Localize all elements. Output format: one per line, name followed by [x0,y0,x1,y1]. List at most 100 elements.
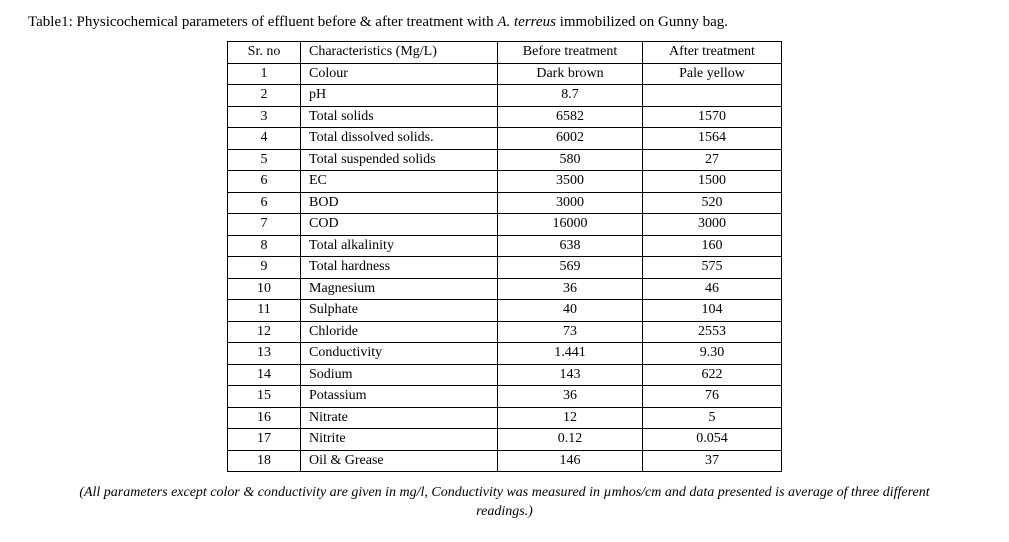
cell-characteristic: EC [301,171,498,193]
cell-after: 5 [643,407,782,429]
table-caption: Table1: Physicochemical parameters of ef… [28,14,981,31]
table-row: 6EC35001500 [228,171,782,193]
cell-before: 1.441 [498,343,643,365]
cell-characteristic: Total suspended solids [301,149,498,171]
table-row: 8Total alkalinity638160 [228,235,782,257]
caption-suffix: immobilized on Gunny bag. [556,14,728,30]
cell-before: 6002 [498,128,643,150]
cell-srno: 15 [228,386,301,408]
cell-before: 580 [498,149,643,171]
cell-before: 40 [498,300,643,322]
cell-before: 36 [498,278,643,300]
cell-after: 3000 [643,214,782,236]
cell-before: 16000 [498,214,643,236]
cell-srno: 11 [228,300,301,322]
cell-characteristic: Potassium [301,386,498,408]
cell-before: 569 [498,257,643,279]
cell-srno: 8 [228,235,301,257]
table-row: 9Total hardness569575 [228,257,782,279]
cell-characteristic: Nitrite [301,429,498,451]
cell-srno: 6 [228,192,301,214]
cell-srno: 9 [228,257,301,279]
cell-characteristic: Total hardness [301,257,498,279]
table-row: 13Conductivity1.4419.30 [228,343,782,365]
table-row: 11Sulphate40104 [228,300,782,322]
cell-after: 104 [643,300,782,322]
cell-before: 73 [498,321,643,343]
table-row: 15Potassium3676 [228,386,782,408]
cell-srno: 12 [228,321,301,343]
cell-characteristic: pH [301,85,498,107]
cell-characteristic: Sodium [301,364,498,386]
table-row: 3Total solids65821570 [228,106,782,128]
cell-characteristic: BOD [301,192,498,214]
cell-characteristic: Colour [301,63,498,85]
cell-characteristic: Total alkalinity [301,235,498,257]
cell-characteristic: Oil & Grease [301,450,498,472]
cell-before: 36 [498,386,643,408]
cell-before: 146 [498,450,643,472]
table-row: 14Sodium143622 [228,364,782,386]
cell-after [643,85,782,107]
cell-before: 3000 [498,192,643,214]
cell-characteristic: COD [301,214,498,236]
cell-srno: 4 [228,128,301,150]
table-row: 10Magnesium3646 [228,278,782,300]
cell-after: 27 [643,149,782,171]
cell-after: Pale yellow [643,63,782,85]
cell-after: 76 [643,386,782,408]
table-row: 17Nitrite0.120.054 [228,429,782,451]
cell-srno: 18 [228,450,301,472]
cell-srno: 14 [228,364,301,386]
cell-after: 1500 [643,171,782,193]
cell-characteristic: Magnesium [301,278,498,300]
cell-srno: 16 [228,407,301,429]
cell-characteristic: Sulphate [301,300,498,322]
table-row: 2pH8.7 [228,85,782,107]
cell-before: 8.7 [498,85,643,107]
cell-srno: 13 [228,343,301,365]
table-header-row: Sr. no Characteristics (Mg/L) Before tre… [228,42,782,64]
table-footnote: (All parameters except color & conductiv… [50,484,959,522]
cell-before: 638 [498,235,643,257]
cell-before: 12 [498,407,643,429]
cell-after: 1570 [643,106,782,128]
cell-after: 622 [643,364,782,386]
cell-srno: 1 [228,63,301,85]
cell-srno: 5 [228,149,301,171]
cell-srno: 2 [228,85,301,107]
caption-species: A. terreus [497,14,556,30]
cell-srno: 17 [228,429,301,451]
cell-before: 3500 [498,171,643,193]
table-row: 5Total suspended solids58027 [228,149,782,171]
table-row: 7COD160003000 [228,214,782,236]
cell-before: 143 [498,364,643,386]
cell-after: 46 [643,278,782,300]
cell-characteristic: Nitrate [301,407,498,429]
table-row: 16Nitrate125 [228,407,782,429]
cell-characteristic: Chloride [301,321,498,343]
cell-characteristic: Total dissolved solids. [301,128,498,150]
cell-before: 6582 [498,106,643,128]
cell-after: 37 [643,450,782,472]
table-row: 18Oil & Grease14637 [228,450,782,472]
table-row: 12Chloride732553 [228,321,782,343]
th-srno: Sr. no [228,42,301,64]
cell-srno: 7 [228,214,301,236]
cell-after: 575 [643,257,782,279]
cell-before: Dark brown [498,63,643,85]
table-row: 6BOD3000520 [228,192,782,214]
cell-srno: 10 [228,278,301,300]
cell-after: 2553 [643,321,782,343]
cell-after: 160 [643,235,782,257]
th-char: Characteristics (Mg/L) [301,42,498,64]
cell-after: 520 [643,192,782,214]
cell-after: 1564 [643,128,782,150]
cell-characteristic: Conductivity [301,343,498,365]
cell-before: 0.12 [498,429,643,451]
physicochemical-table: Sr. no Characteristics (Mg/L) Before tre… [227,41,782,472]
th-after: After treatment [643,42,782,64]
cell-srno: 6 [228,171,301,193]
cell-after: 9.30 [643,343,782,365]
th-before: Before treatment [498,42,643,64]
